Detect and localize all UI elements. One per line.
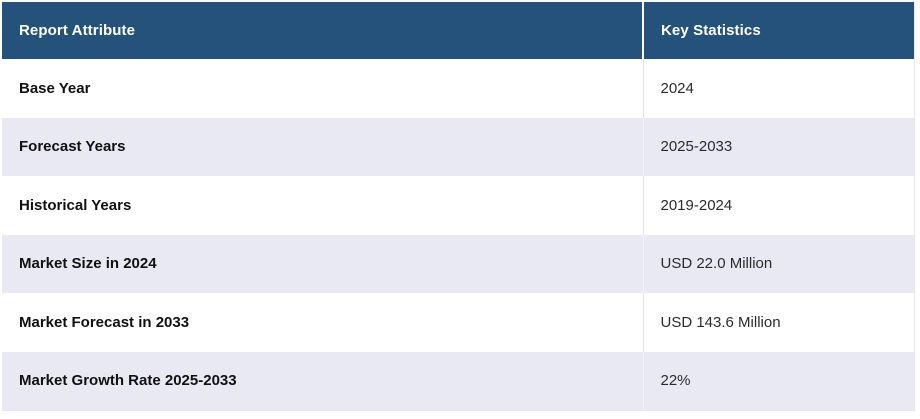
value-cell: USD 143.6 Million [642, 293, 914, 352]
column-header-key-statistics: Key Statistics [642, 2, 914, 59]
table-row-market-size: Market Size in 2024 USD 22.0 Million [2, 234, 914, 293]
value-cell: 2019-2024 [642, 176, 914, 235]
attribute-cell: Forecast Years [2, 117, 643, 176]
attribute-cell: Market Growth Rate 2025-2033 [2, 351, 643, 411]
table-row-base-year: Base Year 2024 [2, 59, 914, 118]
report-statistics-table: Report Attribute Key Statistics Base Yea… [2, 2, 915, 411]
attribute-cell: Market Size in 2024 [2, 234, 643, 293]
table-row-forecast-years: Forecast Years 2025-2033 [2, 117, 914, 176]
value-cell: 2024 [642, 59, 914, 118]
attribute-cell: Base Year [2, 59, 643, 118]
value-cell: 22% [642, 351, 914, 411]
table-row-historical-years: Historical Years 2019-2024 [2, 176, 914, 235]
table-row-market-forecast: Market Forecast in 2033 USD 143.6 Millio… [2, 293, 914, 352]
column-header-report-attribute: Report Attribute [2, 2, 643, 59]
attribute-cell: Historical Years [2, 176, 643, 235]
attribute-cell: Market Forecast in 2033 [2, 293, 643, 352]
table-row-market-growth-rate: Market Growth Rate 2025-2033 22% [2, 351, 914, 411]
value-cell: 2025-2033 [642, 117, 914, 176]
value-cell: USD 22.0 Million [642, 234, 914, 293]
table-header-row: Report Attribute Key Statistics [2, 2, 914, 59]
